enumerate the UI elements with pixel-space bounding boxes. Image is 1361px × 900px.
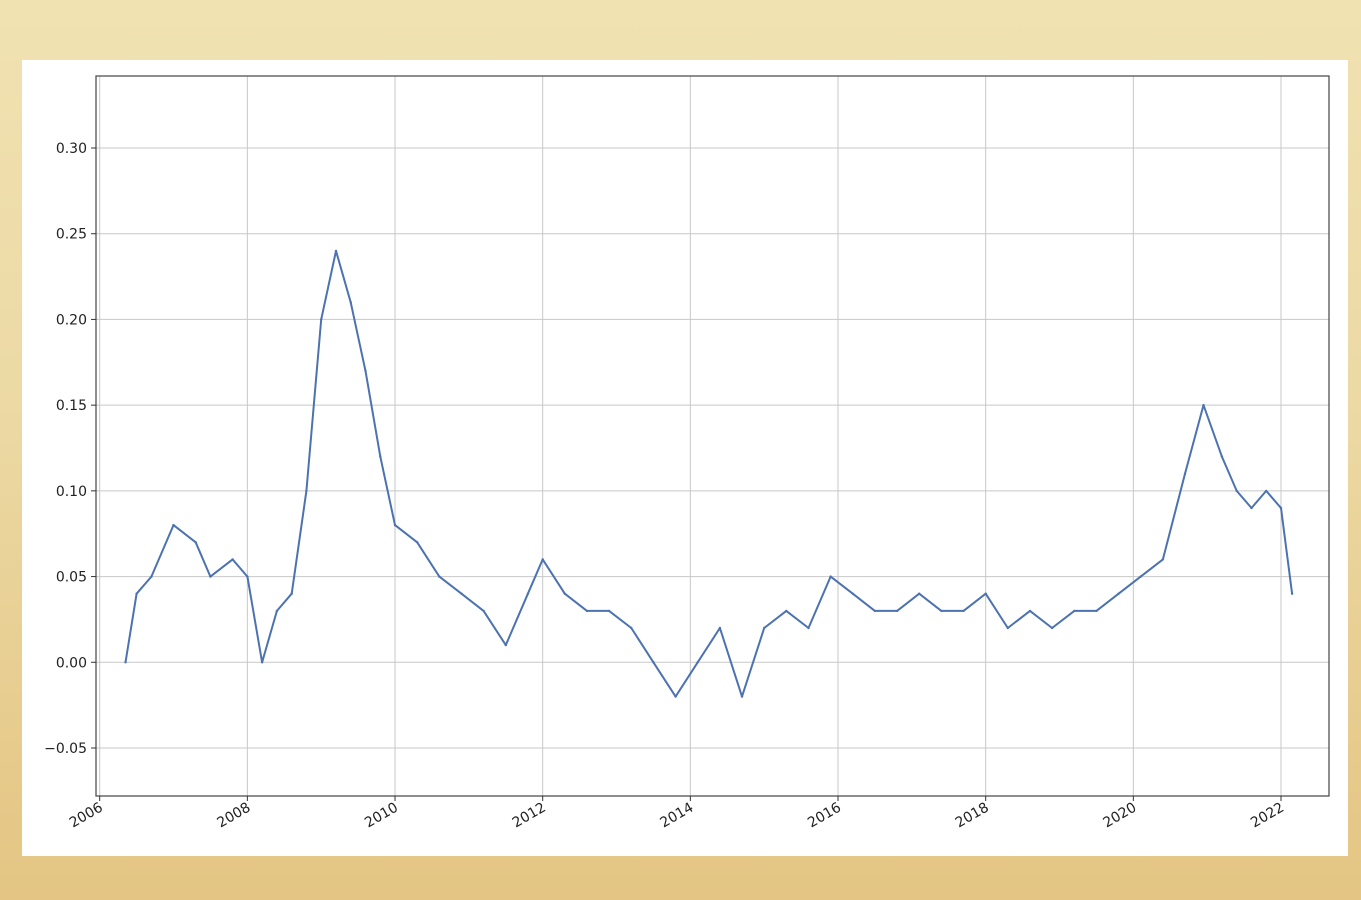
data-point — [1265, 489, 1268, 493]
data-point — [349, 301, 352, 304]
data-point — [1235, 489, 1238, 493]
data-point — [984, 592, 987, 595]
data-point — [763, 626, 766, 630]
data-point — [1139, 575, 1142, 578]
data-point — [460, 592, 463, 595]
data-point — [438, 575, 441, 578]
x-tick-label: 2022 — [1248, 800, 1287, 832]
data-point — [1279, 506, 1283, 510]
series-line-0 — [124, 249, 1294, 698]
y-tick-label: 0.05 — [56, 570, 87, 586]
data-point — [504, 643, 507, 647]
data-point — [1220, 455, 1224, 458]
data-point — [895, 609, 899, 613]
data-point — [1073, 609, 1076, 613]
data-point — [1006, 626, 1009, 630]
data-point — [1050, 626, 1054, 630]
data-point — [785, 609, 788, 613]
data-point — [416, 541, 419, 544]
data-point — [873, 609, 877, 613]
data-point — [194, 541, 197, 544]
data-point — [1183, 472, 1187, 475]
x-tick-label: 2008 — [214, 800, 253, 832]
data-point — [275, 609, 279, 613]
data-point — [172, 523, 175, 527]
data-point — [1250, 506, 1253, 510]
y-axis-ticks: 0.30 0.25 0.20 0.15 0.10 0.05 0.00 −0.05 — [44, 141, 96, 757]
data-point — [630, 626, 633, 630]
x-tick-label: 2010 — [362, 800, 401, 832]
data-point — [585, 609, 589, 613]
data-point — [209, 575, 212, 578]
data-point — [740, 695, 744, 698]
data-point — [718, 626, 722, 630]
data-point — [962, 609, 965, 613]
data-point — [290, 592, 293, 595]
plot-border — [95, 75, 1330, 797]
y-tick-label: 0.25 — [56, 227, 87, 243]
data-point — [364, 369, 367, 373]
data-point — [674, 695, 677, 698]
data-point — [334, 249, 338, 253]
x-tick-label: 2016 — [805, 800, 844, 832]
x-tick-label: 2020 — [1100, 800, 1139, 832]
data-point — [807, 626, 810, 630]
data-point — [563, 592, 566, 595]
y-tick-label: 0.20 — [56, 312, 87, 328]
data-point — [696, 661, 699, 664]
data-point — [1202, 403, 1205, 407]
y-tick-label: 0.00 — [56, 655, 87, 671]
data-point — [246, 575, 249, 578]
data-point — [1095, 609, 1098, 613]
x-tick-label: 2012 — [510, 800, 549, 832]
data-point — [918, 592, 921, 595]
data-point — [305, 489, 308, 493]
data-point — [1161, 558, 1165, 561]
data-point — [260, 661, 264, 664]
data-point — [1028, 609, 1032, 613]
data-point — [1290, 592, 1294, 595]
data-point — [541, 558, 544, 561]
data-point — [231, 558, 234, 561]
y-tick-label: −0.05 — [44, 741, 87, 757]
series-layer — [124, 249, 1294, 698]
x-axis-ticks: 2006 2008 2010 2012 2014 2016 2018 2020 2022 — [67, 796, 1287, 831]
data-point — [124, 661, 127, 664]
data-point — [1117, 592, 1120, 595]
x-tick-label: 2018 — [953, 800, 992, 832]
data-point — [526, 592, 530, 595]
data-point — [829, 575, 832, 578]
data-point — [150, 575, 153, 578]
data-point — [393, 523, 397, 527]
grid — [96, 76, 1329, 796]
x-tick-label: 2014 — [657, 800, 696, 832]
y-tick-label: 0.15 — [56, 398, 87, 414]
data-point — [320, 318, 323, 321]
data-point — [652, 661, 655, 664]
data-point — [607, 609, 611, 613]
y-tick-label: 0.10 — [56, 484, 87, 500]
data-point — [135, 592, 138, 595]
chart-card: 0.30 0.25 0.20 0.15 0.10 0.05 0.00 −0.05 2006 20… — [22, 60, 1348, 856]
y-tick-label: 0.30 — [56, 141, 87, 157]
data-point — [940, 609, 943, 613]
data-point — [851, 592, 854, 595]
line-chart: 0.300.250.200.150.100.050.00−0.05 2006 20… — [44, 75, 1330, 831]
data-point — [379, 455, 382, 458]
data-point — [482, 609, 485, 613]
x-tick-label: 2006 — [67, 800, 106, 832]
